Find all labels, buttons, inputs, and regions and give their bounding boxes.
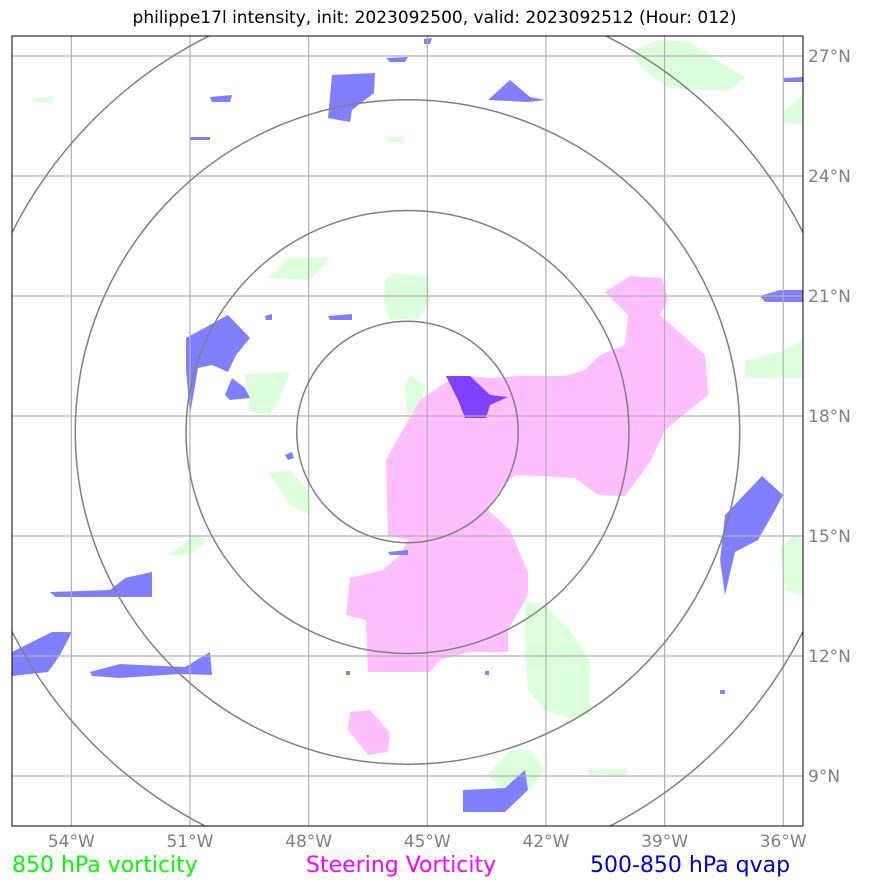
qvap-area — [265, 314, 272, 320]
qvap-area — [190, 137, 210, 140]
qvap-area — [720, 690, 725, 694]
qvap-overlap-area — [446, 376, 508, 418]
legend-vorticity-850: 850 hPa vorticity — [12, 853, 198, 878]
map-frame — [11, 35, 804, 827]
qvap-area — [225, 378, 250, 400]
green-area — [585, 768, 628, 775]
lat-tick-label: 21°N — [808, 287, 851, 307]
green-area — [268, 470, 310, 515]
lon-tick-label: 39°W — [641, 832, 688, 852]
qvap-area — [386, 57, 408, 62]
qvap-area — [485, 671, 489, 675]
range-ring — [74, 99, 741, 765]
qvap-area — [328, 73, 375, 122]
lat-lon-grid — [12, 36, 803, 826]
axis-tick-labels: 54°W 51°W 48°W 45°W 42°W 39°W 36°W 27°N 24°N 21°N… — [48, 47, 851, 852]
qvap-area — [328, 314, 352, 320]
lon-tick-label: 36°W — [760, 832, 807, 852]
qvap-area — [424, 38, 432, 44]
green-area — [487, 750, 545, 790]
qvap-area — [783, 77, 803, 82]
range-ring — [185, 209, 630, 655]
qvap-area — [463, 770, 528, 812]
qvap-area — [210, 95, 232, 102]
qvap-area — [488, 80, 545, 102]
legend-qvap: 500-850 hPa qvap — [590, 853, 791, 878]
green-area — [168, 535, 208, 555]
green-area — [525, 600, 590, 718]
qvap-area — [285, 452, 294, 460]
steering-vorticity-layer — [346, 276, 708, 755]
green-area — [245, 372, 290, 415]
pink-area — [346, 276, 708, 672]
qvap-layer — [12, 38, 803, 812]
qvap-area — [186, 315, 250, 415]
lon-tick-label: 54°W — [48, 832, 95, 852]
qvap-area — [388, 550, 408, 555]
green-area — [745, 340, 803, 378]
vorticity-850-layer — [32, 40, 803, 790]
lon-tick-label: 42°W — [522, 832, 569, 852]
lon-tick-label: 45°W — [404, 832, 451, 852]
range-ring — [296, 320, 519, 544]
qvap-area — [50, 572, 152, 597]
lat-tick-label: 15°N — [808, 527, 851, 547]
green-area — [780, 535, 803, 595]
lat-tick-label: 24°N — [808, 167, 851, 187]
qvap-area — [12, 632, 72, 676]
green-area — [32, 97, 55, 102]
green-area — [385, 136, 405, 142]
pink-area — [348, 710, 390, 755]
lon-tick-label: 48°W — [285, 832, 332, 852]
range-rings — [12, 36, 803, 826]
legend-steering-vorticity: Steering Vorticity — [306, 853, 497, 878]
green-area — [783, 95, 803, 125]
lat-tick-label: 9°N — [808, 767, 840, 787]
qvap-area — [346, 671, 350, 675]
green-area — [268, 257, 330, 280]
map-title: philippe17l intensity, init: 2023092500,… — [132, 8, 737, 28]
qvap-area — [90, 652, 212, 678]
lat-tick-label: 27°N — [808, 47, 851, 67]
green-area — [628, 40, 745, 90]
lat-tick-label: 18°N — [808, 407, 851, 427]
lon-tick-label: 51°W — [166, 832, 213, 852]
lat-tick-label: 12°N — [808, 647, 851, 667]
